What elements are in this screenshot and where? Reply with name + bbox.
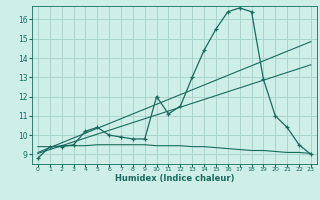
- X-axis label: Humidex (Indice chaleur): Humidex (Indice chaleur): [115, 174, 234, 183]
